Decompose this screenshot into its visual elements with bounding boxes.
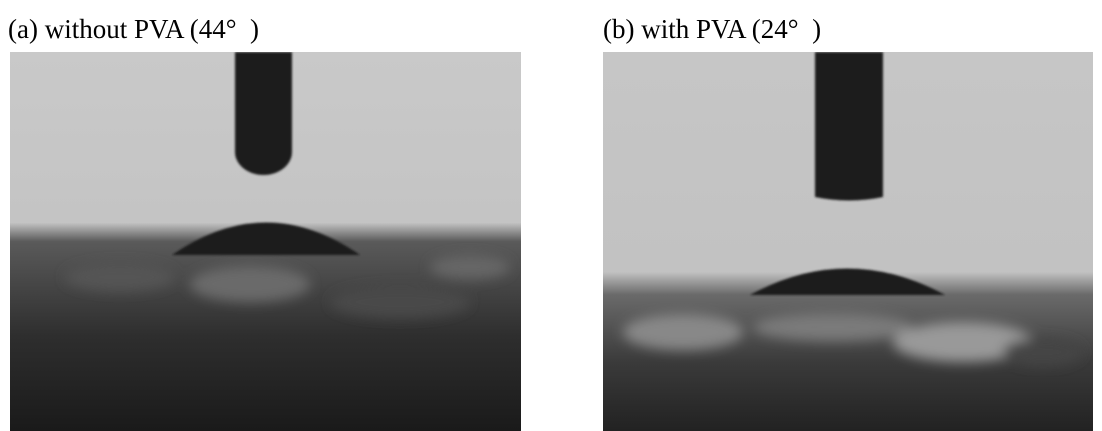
needle (815, 52, 883, 201)
panel-label: (a) without PVA (44° ) (8, 14, 259, 45)
photo-left (10, 52, 521, 431)
photo-right (603, 52, 1093, 431)
figure: (a) without PVA (44° ) (b) with PVA (24°… (0, 0, 1102, 431)
panel-label: (b) with PVA (24° ) (603, 14, 821, 45)
needle (235, 52, 292, 175)
